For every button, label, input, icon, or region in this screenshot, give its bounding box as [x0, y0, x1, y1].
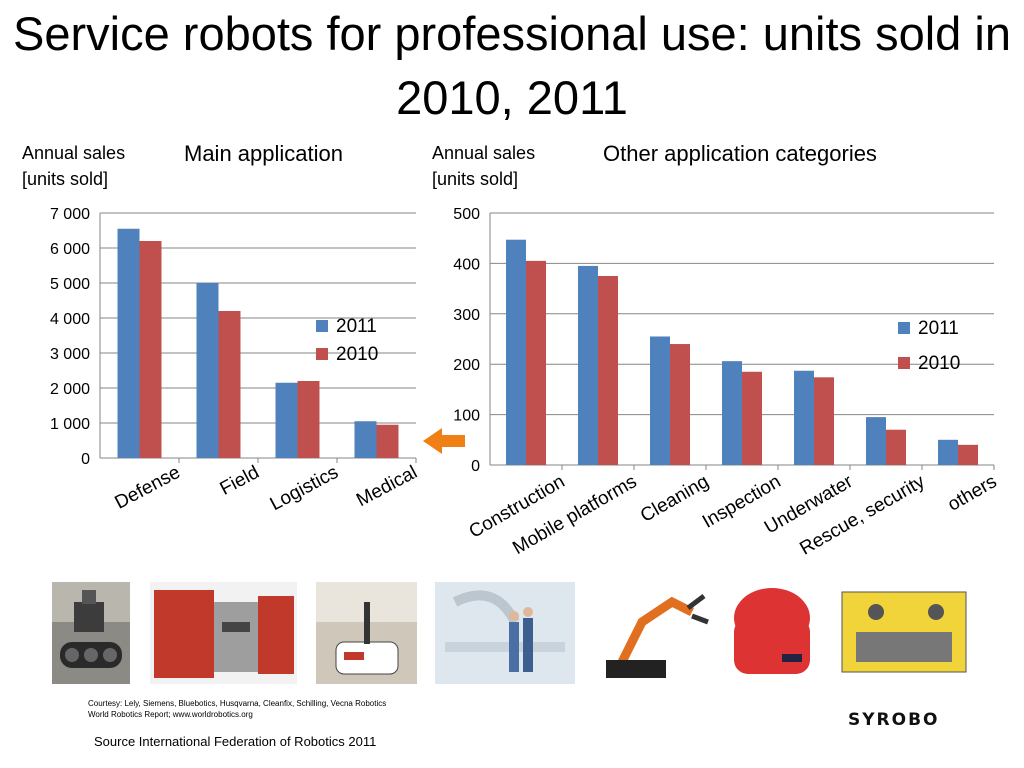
bar-2010-logistics [297, 381, 320, 458]
bar-2011-cleaning [650, 336, 670, 465]
bar-2011-underwater [794, 370, 814, 465]
milking-robot-photo [150, 582, 297, 684]
photo-credits: Courtesy: Lely, Siemens, Bluebotics, Hus… [88, 698, 386, 720]
right-y-axis-label: Annual sales [units sold] [432, 140, 535, 192]
security-robot-icon [728, 582, 816, 684]
y-tick-label: 0 [471, 458, 480, 475]
medical-robot-photo [435, 582, 575, 684]
bar-2010-cleaning [670, 344, 690, 465]
right-y-axis-label-line1: Annual sales [432, 143, 536, 163]
logistics-robot-icon [316, 582, 417, 684]
right-chart-title: Other application categories [603, 141, 877, 166]
bar-2010-field [218, 311, 241, 458]
left-y-axis-label: Annual sales [units sold] [22, 140, 125, 192]
medical-robot-icon [435, 582, 575, 684]
legend-label-2011: 2011 [336, 316, 377, 337]
y-tick-label: 300 [453, 307, 480, 324]
x-category-label: Logistics [267, 462, 342, 515]
y-tick-label: 100 [453, 408, 480, 425]
bar-2010-mobile-platforms [598, 276, 618, 465]
syrobo-logo: SYROBO [848, 710, 940, 730]
defense-robot-icon [52, 582, 130, 684]
y-tick-label: 6 000 [50, 241, 90, 258]
y-tick-label: 0 [81, 451, 90, 468]
bar-2011-mobile-platforms [578, 265, 598, 465]
y-tick-label: 500 [453, 206, 480, 223]
x-category-label: Rescue, security [796, 471, 929, 560]
legend-label-2011: 2011 [918, 318, 959, 339]
bar-2011-defense [117, 228, 140, 458]
legend-swatch-2011 [316, 320, 328, 332]
y-tick-label: 4 000 [50, 311, 90, 328]
security-robot-photo [728, 582, 816, 684]
legend-label-2010: 2010 [336, 344, 378, 365]
y-tick-label: 400 [453, 256, 480, 273]
bar-2011-field [196, 283, 219, 458]
bar-2011-rescue-security [866, 417, 886, 465]
left-chart-title: Main application [184, 141, 343, 166]
demolition-robot-photo [592, 582, 714, 684]
bar-2011-others [938, 439, 958, 465]
legend-label-2010: 2010 [918, 353, 960, 374]
x-category-label: others [944, 471, 1000, 516]
y-tick-label: 7 000 [50, 206, 90, 223]
x-category-label: Medical [353, 462, 421, 511]
credits-line-1: Courtesy: Lely, Siemens, Bluebotics, Hus… [88, 699, 387, 708]
y-tick-label: 5 000 [50, 276, 90, 293]
chart-main-application: 0 1 000 2 000 3 000 4 000 5 000 6 000 7 000 Defe… [50, 206, 421, 515]
bar-2011-construction [506, 239, 526, 465]
bar-2011-logistics [275, 382, 298, 458]
left-y-axis-label-line2: [units sold] [22, 169, 109, 189]
y-tick-label: 2 000 [50, 381, 90, 398]
bar-2010-others [958, 444, 978, 465]
demolition-robot-icon [592, 582, 714, 684]
legend-swatch-2011 [898, 322, 910, 334]
bar-2010-defense [139, 241, 162, 458]
x-category-label: Mobile platforms [509, 471, 640, 559]
milking-robot-icon [150, 582, 297, 684]
legend-swatch-2010 [898, 357, 910, 369]
bar-2010-underwater [814, 377, 834, 465]
right-y-axis-label-line2: [units sold] [432, 169, 519, 189]
credits-line-2: World Robotics Report; www.worldrobotics… [88, 710, 253, 719]
defense-robot-photo [52, 582, 130, 684]
x-category-label: Field [217, 462, 263, 500]
bar-2010-medical [376, 424, 399, 458]
bar-2011-inspection [722, 361, 742, 465]
bar-2011-medical [354, 421, 377, 458]
page-title: Service robots for professional use: uni… [13, 7, 1011, 124]
bar-2010-inspection [742, 371, 762, 465]
x-category-label: Defense [111, 462, 183, 514]
y-tick-label: 1 000 [50, 416, 90, 433]
source-note: Source International Federation of Robot… [94, 734, 377, 749]
underwater-robot-photo [836, 582, 972, 684]
logistics-robot-photo [316, 582, 417, 684]
bar-2010-construction [526, 260, 546, 465]
legend-swatch-2010 [316, 348, 328, 360]
charts-canvas: 0 1 000 2 000 3 000 4 000 5 000 6 000 7 000 Defe… [50, 206, 1001, 560]
orange-arrow-icon [423, 428, 465, 454]
bar-2010-rescue-security [886, 429, 906, 465]
y-tick-label: 200 [453, 357, 480, 374]
y-tick-label: 3 000 [50, 346, 90, 363]
left-y-axis-label-line1: Annual sales [22, 143, 126, 163]
underwater-robot-icon [836, 582, 972, 684]
